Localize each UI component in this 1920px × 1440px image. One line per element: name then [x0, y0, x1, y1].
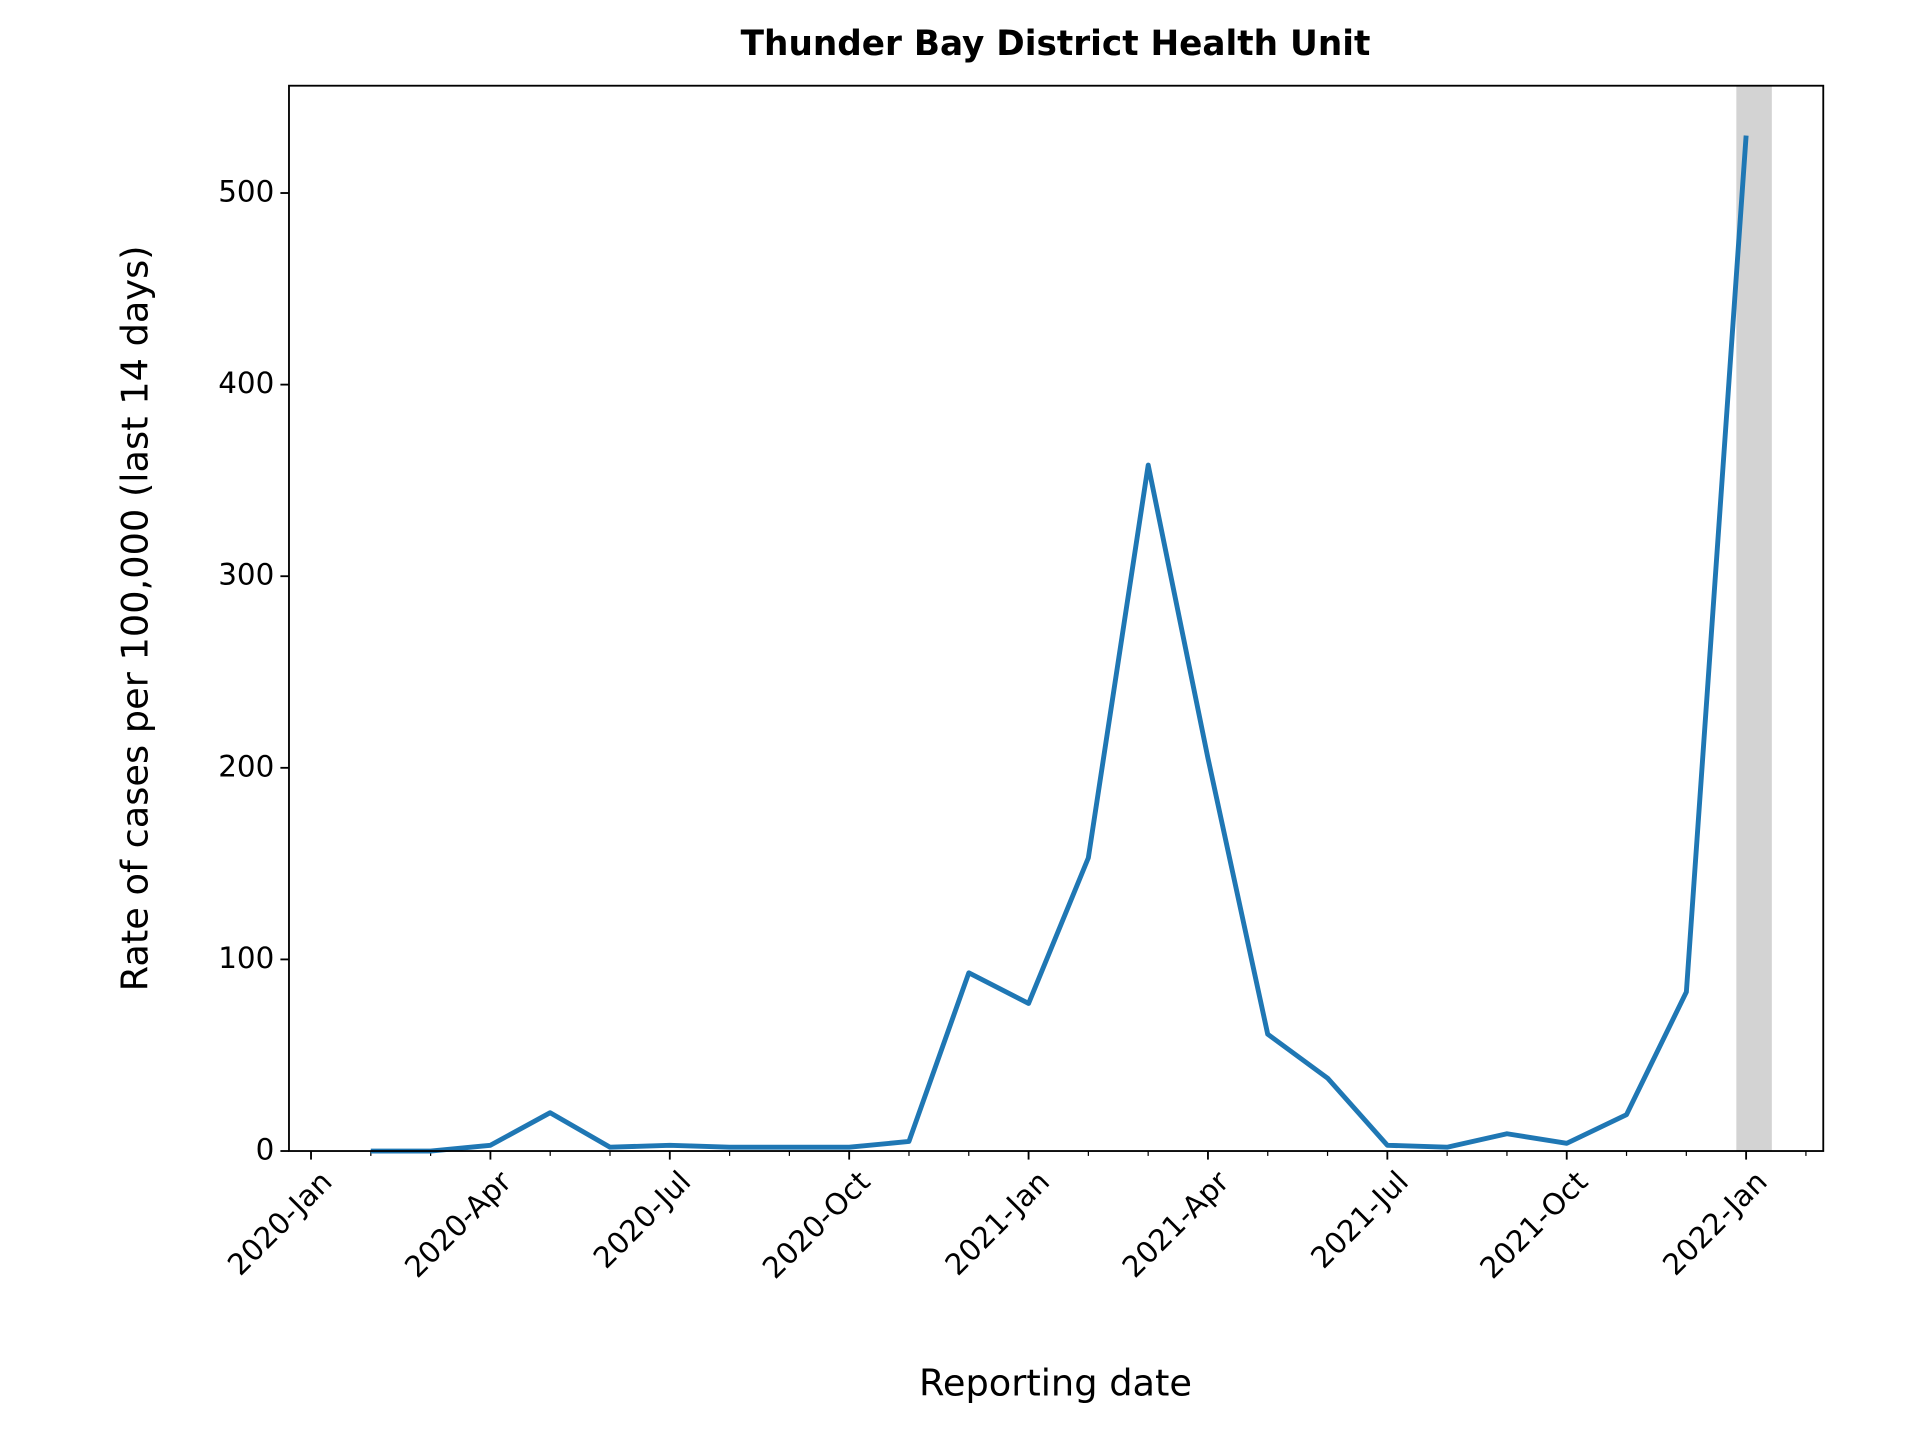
x-axis-label: Reporting date [919, 1361, 1192, 1404]
chart-title: Thunder Bay District Health Unit [741, 24, 1371, 64]
y-axis-label: Rate of cases per 100,000 (last 14 days) [114, 245, 157, 991]
y-tick-label: 400 [218, 366, 274, 400]
y-tick-label: 300 [218, 558, 274, 592]
y-tick-label: 0 [256, 1133, 275, 1167]
y-tick-label: 500 [218, 175, 274, 209]
data-line [370, 135, 1749, 1154]
plot-frame [288, 84, 1825, 1152]
highlight-band [1736, 85, 1772, 1152]
y-tick-label: 100 [218, 941, 274, 975]
y-tick-label: 200 [218, 749, 274, 783]
